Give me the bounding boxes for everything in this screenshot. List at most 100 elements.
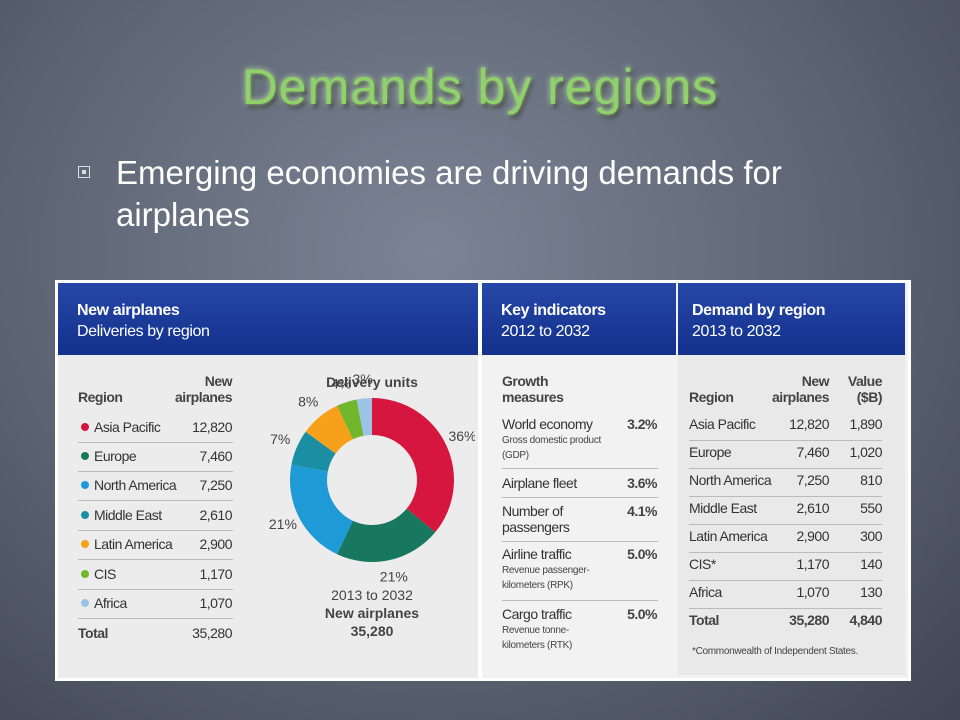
key-header <box>482 283 676 355</box>
chart-title: Delivery units <box>326 374 418 390</box>
table-cell: 550 <box>860 500 882 516</box>
table-cell: 300 <box>860 528 882 544</box>
table-cell: 1,020 <box>849 444 882 460</box>
total-cell: 4,840 <box>849 612 882 628</box>
indicator-note: Revenue passenger-kilometers (RPK) <box>502 565 590 591</box>
row-separator <box>502 468 658 469</box>
table-cell: 1,070 <box>796 584 829 600</box>
row-separator <box>689 496 882 497</box>
table-cell: Latin America <box>689 528 768 544</box>
column-header: Growth measures <box>502 373 564 405</box>
table-cell: 2,610 <box>796 500 829 516</box>
indicator-label: Number of passengers <box>502 503 570 535</box>
region-label: Middle East <box>94 507 162 523</box>
indicator-value: 5.0% <box>627 546 657 562</box>
slide-title: Demands by regions <box>241 59 719 115</box>
legend-dot <box>81 452 89 460</box>
table-cell: 7,460 <box>796 444 829 460</box>
table-cell: 1,170 <box>796 556 829 572</box>
table-cell: Middle East <box>689 500 757 516</box>
row-separator <box>502 497 658 498</box>
row-separator <box>78 559 233 560</box>
column-header: New airplanes <box>175 373 232 405</box>
table-cell: 810 <box>860 472 882 488</box>
donut-slice <box>305 405 353 454</box>
region-label: Africa <box>94 595 127 611</box>
row-value: 2,900 <box>199 536 232 552</box>
header-subtitle: 2013 to 2032 <box>692 323 781 340</box>
left-header <box>58 283 478 355</box>
row-separator <box>78 500 233 501</box>
header-subtitle: 2012 to 2032 <box>501 323 590 340</box>
legend-dot <box>81 481 89 489</box>
indicator-value: 5.0% <box>627 606 657 622</box>
indicator-note: Gross domestic product (GDP) <box>502 435 601 461</box>
row-value: 2,610 <box>199 507 232 523</box>
donut-slice <box>337 399 364 440</box>
row-separator <box>78 471 233 472</box>
slice-label: 4% <box>331 376 351 392</box>
indicator-value: 4.1% <box>627 503 657 519</box>
slice-label: 21% <box>269 516 297 532</box>
row-separator <box>689 524 882 525</box>
row-separator <box>689 608 882 609</box>
legend-dot <box>81 570 89 578</box>
header-title: Demand by region <box>692 302 826 319</box>
row-value: 7,460 <box>199 448 232 464</box>
table-cell: North America <box>689 472 772 488</box>
row-separator <box>502 600 658 601</box>
slice-label: 8% <box>298 394 318 410</box>
table-cell: Africa <box>689 584 722 600</box>
legend-dot <box>81 540 89 548</box>
column-header: Region <box>689 389 734 405</box>
region-label: CIS <box>94 566 116 582</box>
total-cell: 35,280 <box>789 612 829 628</box>
row-value: 1,170 <box>199 566 232 582</box>
total-cell: Total <box>689 612 719 628</box>
indicator-value: 3.2% <box>627 416 657 432</box>
donut-chart: Delivery units 36% 21% 21% 7% 8% 4% 3% 2013 to 2… <box>269 371 475 639</box>
slice-label: 7% <box>270 431 290 447</box>
table-cell: 2,900 <box>796 528 829 544</box>
chart-caption: 2013 to 2032 <box>331 587 413 603</box>
footnote: *Commonwealth of Independent States. <box>692 646 858 657</box>
header-title: New airplanes <box>77 302 180 319</box>
slice-label: 36% <box>448 428 475 444</box>
row-separator <box>689 440 882 441</box>
total-label: Total <box>78 625 108 641</box>
table-cell: 140 <box>860 556 882 572</box>
row-separator <box>689 552 882 553</box>
row-separator <box>689 468 882 469</box>
indicator-label: Airline traffic <box>502 546 572 562</box>
chart-caption: New airplanes <box>325 605 419 621</box>
donut-slice <box>372 398 454 533</box>
demand-body <box>678 355 905 675</box>
indicator-label: Airplane fleet <box>502 475 577 491</box>
legend-dot <box>81 511 89 519</box>
header-title: Key indicators <box>501 302 606 319</box>
chart-caption: 35,280 <box>351 623 394 639</box>
table-cell: Asia Pacific <box>689 416 756 432</box>
region-label: Latin America <box>94 536 173 552</box>
indicator-label: World economy <box>502 416 593 432</box>
slice-label: 21% <box>380 568 408 584</box>
column-header: Value ($B) <box>847 373 883 405</box>
total-value: 35,280 <box>192 625 232 641</box>
donut-slice <box>337 508 436 562</box>
slice-label: 3% <box>352 371 372 387</box>
row-value: 7,250 <box>199 477 232 493</box>
row-value: 1,070 <box>199 595 232 611</box>
table-cell: 7,250 <box>796 472 829 488</box>
header-subtitle: Deliveries by region <box>77 323 210 340</box>
indicator-label: Cargo traffic <box>502 606 572 622</box>
legend-dot <box>81 423 89 431</box>
table-cell: CIS* <box>689 556 716 572</box>
indicator-value: 3.6% <box>627 475 657 491</box>
region-label: North America <box>94 477 177 493</box>
region-label: Europe <box>94 448 137 464</box>
row-value: 12,820 <box>192 419 232 435</box>
donut-slice <box>356 398 372 436</box>
legend-dot <box>81 599 89 607</box>
column-header: New airplanes <box>772 373 829 405</box>
